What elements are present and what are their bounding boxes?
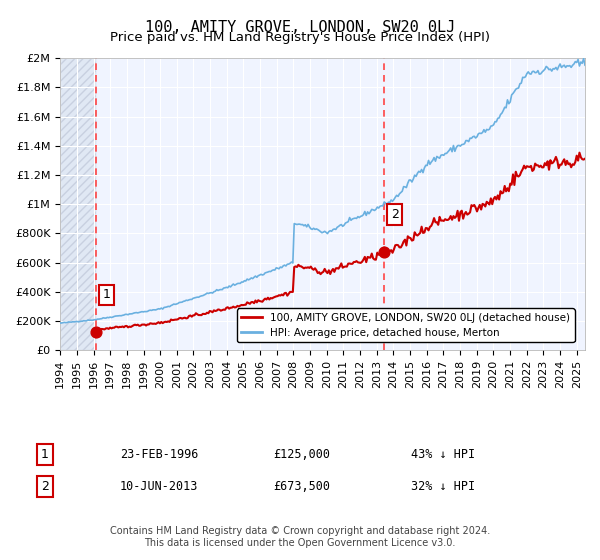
Bar (60, 58, 96, 350)
Text: 100, AMITY GROVE, LONDON, SW20 0LJ: 100, AMITY GROVE, LONDON, SW20 0LJ (145, 20, 455, 35)
Text: 1: 1 (41, 448, 49, 461)
Text: 2: 2 (41, 480, 49, 493)
Text: 10-JUN-2013: 10-JUN-2013 (120, 480, 199, 493)
Text: Contains HM Land Registry data © Crown copyright and database right 2024.
This d: Contains HM Land Registry data © Crown c… (110, 526, 490, 548)
Point (91, 328, 101, 337)
Text: £125,000: £125,000 (273, 448, 330, 461)
Text: 2: 2 (391, 208, 398, 221)
Text: 43% ↓ HPI: 43% ↓ HPI (411, 448, 475, 461)
Text: £673,500: £673,500 (273, 480, 330, 493)
Text: Price paid vs. HM Land Registry's House Price Index (HPI): Price paid vs. HM Land Registry's House … (110, 31, 490, 44)
Text: 1: 1 (103, 288, 110, 301)
Text: 32% ↓ HPI: 32% ↓ HPI (411, 480, 475, 493)
Legend: 100, AMITY GROVE, LONDON, SW20 0LJ (detached house), HPI: Average price, detache: 100, AMITY GROVE, LONDON, SW20 0LJ (deta… (237, 309, 575, 342)
Text: 23-FEB-1996: 23-FEB-1996 (120, 448, 199, 461)
Point (379, 248, 389, 256)
